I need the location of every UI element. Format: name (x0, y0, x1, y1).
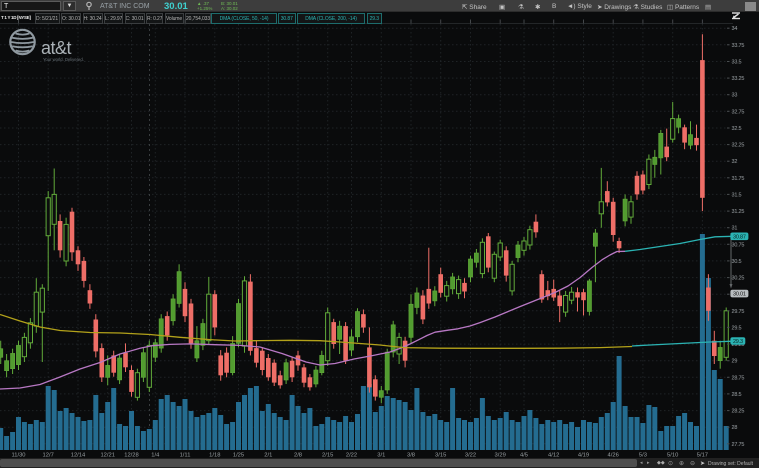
svg-text:5/3: 5/3 (639, 453, 647, 459)
svg-text:31.25: 31.25 (732, 209, 745, 215)
svg-text:29.3: 29.3 (733, 339, 743, 345)
svg-text:33.5: 33.5 (732, 60, 742, 66)
svg-text:34: 34 (732, 26, 738, 32)
svg-text:33: 33 (732, 93, 738, 99)
svg-text:1/18: 1/18 (209, 453, 220, 459)
svg-text:1/11: 1/11 (180, 453, 191, 459)
svg-text:31.5: 31.5 (732, 192, 742, 198)
svg-text:27.75: 27.75 (732, 442, 745, 448)
svg-text:4/5: 4/5 (520, 453, 528, 459)
svg-text:3/1: 3/1 (377, 453, 385, 459)
svg-text:12/7: 12/7 (43, 453, 54, 459)
svg-text:3/15: 3/15 (435, 453, 446, 459)
svg-text:4/12: 4/12 (548, 453, 559, 459)
svg-text:2/8: 2/8 (294, 453, 302, 459)
svg-text:33.75: 33.75 (732, 43, 745, 49)
svg-text:32.25: 32.25 (732, 143, 745, 149)
svg-text:5/17: 5/17 (697, 453, 708, 459)
svg-text:31: 31 (732, 226, 738, 232)
svg-text:32.5: 32.5 (732, 126, 742, 132)
svg-text:12/14: 12/14 (71, 453, 86, 459)
svg-text:2/22: 2/22 (346, 453, 357, 459)
svg-text:28: 28 (732, 425, 738, 431)
svg-text:2/15: 2/15 (322, 453, 333, 459)
svg-text:1/25: 1/25 (233, 453, 244, 459)
svg-text:31.75: 31.75 (732, 176, 745, 182)
svg-text:12/28: 12/28 (124, 453, 139, 459)
svg-text:33.25: 33.25 (732, 76, 745, 82)
svg-text:2/1: 2/1 (264, 453, 272, 459)
svg-text:5/10: 5/10 (667, 453, 678, 459)
svg-text:30.25: 30.25 (732, 276, 745, 282)
svg-text:28.75: 28.75 (732, 375, 745, 381)
svg-text:32.75: 32.75 (732, 109, 745, 115)
svg-text:29.25: 29.25 (732, 342, 745, 348)
svg-text:28.5: 28.5 (732, 392, 742, 398)
svg-text:30.01: 30.01 (733, 292, 746, 298)
svg-text:30.75: 30.75 (732, 242, 745, 248)
svg-text:1/4: 1/4 (151, 453, 160, 459)
svg-text:29.5: 29.5 (732, 325, 742, 331)
svg-text:29: 29 (732, 359, 738, 365)
svg-text:Your world. Delivered.: Your world. Delivered. (43, 57, 84, 62)
svg-text:4/19: 4/19 (578, 453, 589, 459)
svg-text:32: 32 (732, 159, 738, 165)
svg-text:30.87: 30.87 (733, 234, 746, 240)
svg-text:29.75: 29.75 (732, 309, 745, 315)
svg-text:30.5: 30.5 (732, 259, 742, 265)
svg-text:11/30: 11/30 (11, 453, 25, 459)
svg-text:3/22: 3/22 (465, 453, 476, 459)
svg-text:3/8: 3/8 (407, 453, 415, 459)
svg-text:at&t: at&t (41, 38, 72, 58)
svg-text:12/21: 12/21 (100, 453, 115, 459)
svg-text:4/26: 4/26 (608, 453, 619, 459)
svg-text:28.25: 28.25 (732, 409, 745, 415)
svg-text:3/29: 3/29 (495, 453, 506, 459)
